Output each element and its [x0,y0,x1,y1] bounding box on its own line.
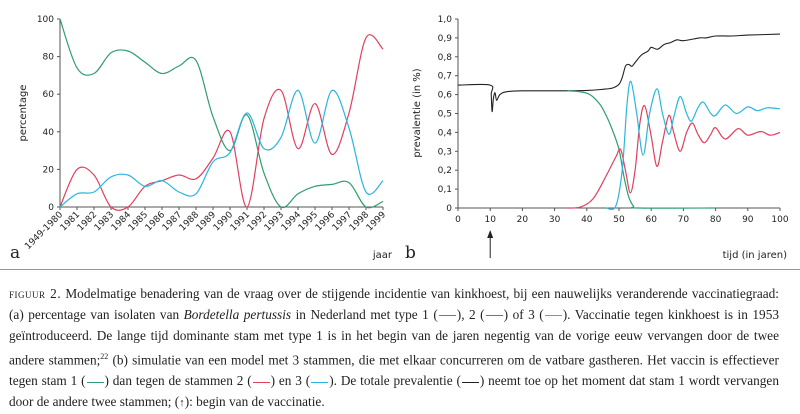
caption-label: figuur 2. [9,286,62,301]
y-tick-label: 0,8 [438,53,453,63]
caption-text: ) of 3 ( [503,307,544,322]
y-tick-label: 0,2 [438,166,452,176]
caption-text: ) dan tegen de stammen 2 ( [104,373,252,389]
x-tick-label: 70 [678,215,690,225]
series-line-type-1 [59,18,384,209]
series-line-stam-2 [567,104,781,209]
caption-text: ) neemt toe op het moment dat stam 1 wor… [9,373,779,410]
y-tick-label: 0,1 [438,185,452,195]
caption-text: Modelmatige benadering van de vraag over… [9,286,779,322]
legend-swatch-type3 [544,315,562,317]
y-tick-label: 60 [43,90,55,100]
panel-label-a: a [10,243,20,263]
caption-species: Bordetella pertussis [183,307,292,322]
series-line-type-2 [59,34,384,211]
y-tick-label: 0 [48,203,54,213]
y-tick-label: 0 [446,204,452,214]
caption-text: in Nederland met type 1 ( [291,307,438,322]
x-axis-label: tijd (in jaren) [723,250,787,261]
legend-swatch-type1 [438,315,456,317]
y-tick-label: 80 [43,53,55,63]
series-line-stam-3 [605,80,781,210]
figure-charts: 0204060801001949-19801981198219831984198… [10,15,789,263]
y-axis-label: prevalentie (in %) [412,68,423,157]
series-line-stam-1 [567,90,716,209]
y-tick-label: 0,7 [438,72,452,82]
y-tick-label: 0,5 [438,110,452,120]
x-tick-label: 80 [710,215,722,225]
caption-text: ): begin van de vaccinatie. [184,394,325,410]
y-tick-label: 20 [43,165,55,175]
reference-number: 22 [100,352,109,361]
figure-caption: figuur 2. Modelmatige benadering van de … [9,283,779,414]
y-tick-label: 40 [43,128,55,138]
caption-text: (b) simulatie van een model met 3 stamme… [9,352,779,389]
caption-text: ), 2 ( [456,307,485,322]
y-tick-label: 1,0 [438,15,453,25]
y-tick-label: 0,4 [438,128,453,138]
divider [0,269,800,270]
legend-swatch-total [461,381,479,383]
legend-swatch-type2 [485,315,503,317]
x-axis-label: jaar [372,250,393,261]
x-tick-label: 1999 [365,210,388,233]
x-tick-label: 90 [742,215,754,225]
x-tick-label: 50 [613,215,625,225]
vaccination-arrow-icon [487,230,494,238]
legend-swatch-stam1 [86,381,104,383]
caption-text: ). Vaccinatie tegen kinkhoest is in 1953… [9,307,779,368]
legend-swatch-stam2 [252,381,270,383]
x-tick-label: 100 [771,215,788,225]
caption-text: ). De totale prevalentie ( [329,373,461,389]
x-tick-label: 40 [581,215,593,225]
y-tick-label: 0,3 [438,147,452,157]
x-tick-label: 20 [517,215,529,225]
y-tick-label: 0,9 [438,34,453,44]
y-tick-label: 100 [37,15,54,25]
y-axis-label: percentage [18,85,29,142]
x-tick-label: 0 [455,215,461,225]
legend-swatch-stam3 [311,381,329,383]
arrow-up-icon: ↑ [179,397,185,410]
panel-label-b: b [405,243,416,263]
caption-text: ) en 3 ( [270,373,311,389]
x-tick-label: 60 [645,215,657,225]
x-tick-label: 30 [549,215,561,225]
series-line-totale-prevalentie [457,33,781,113]
y-tick-label: 0,6 [438,91,453,101]
x-tick-label: 1949-1980 [23,210,65,252]
x-tick-label: 10 [484,215,496,225]
series-line-type-3 [59,89,384,208]
